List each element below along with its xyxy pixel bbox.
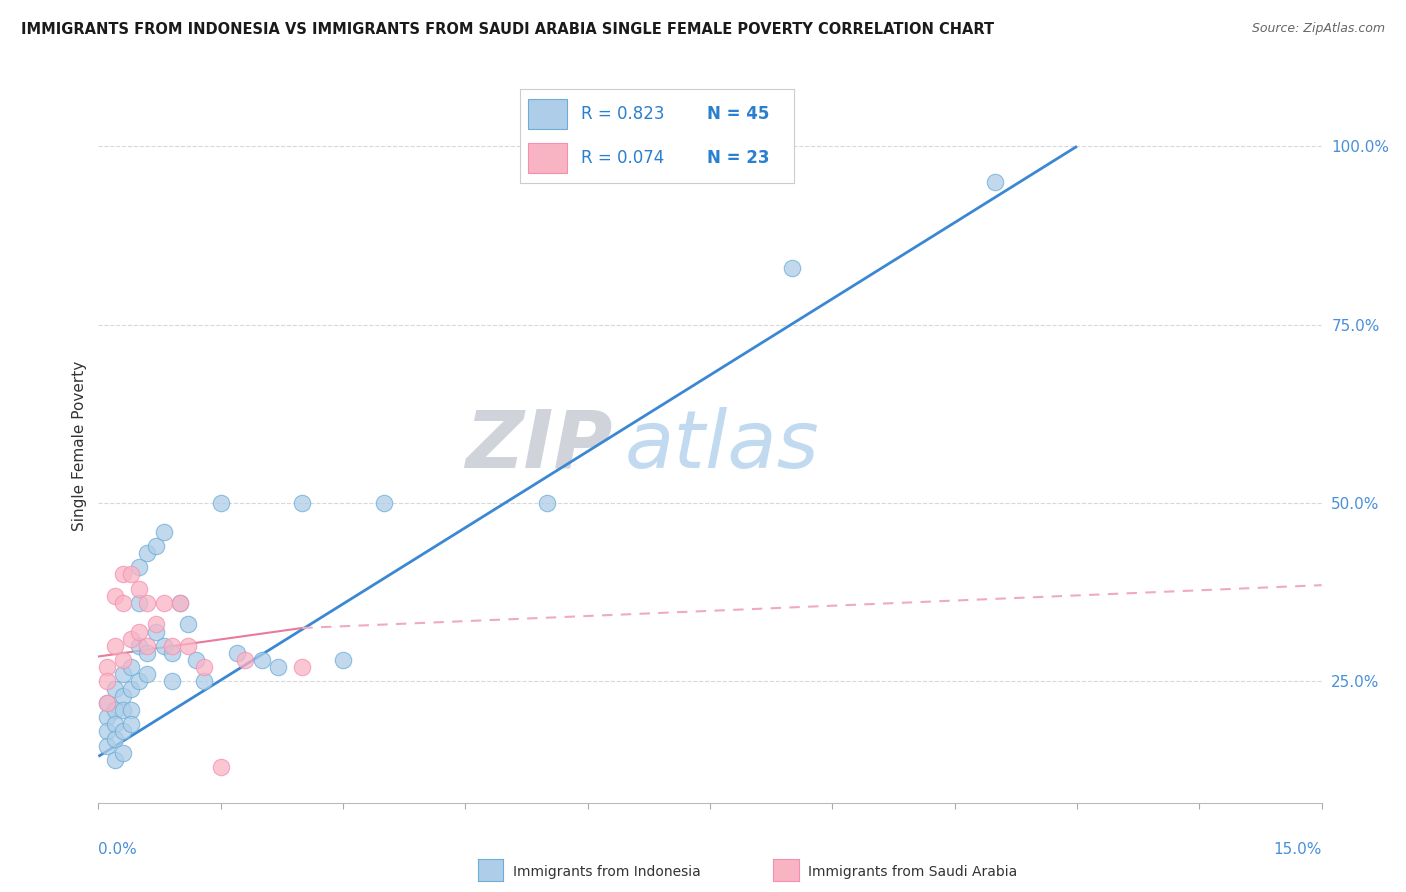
Text: atlas: atlas — [624, 407, 820, 485]
Text: 0.0%: 0.0% — [98, 842, 138, 857]
Point — [128, 674, 150, 689]
Point — [193, 674, 215, 689]
FancyBboxPatch shape — [529, 98, 567, 129]
Point — [136, 639, 159, 653]
Text: N = 45: N = 45 — [707, 105, 769, 123]
Point — [136, 596, 159, 610]
Point — [111, 653, 134, 667]
Point — [111, 724, 134, 739]
Point — [111, 689, 134, 703]
Point — [209, 496, 232, 510]
Point — [136, 667, 159, 681]
Text: N = 23: N = 23 — [707, 149, 769, 167]
Point — [96, 696, 118, 710]
Point — [120, 717, 142, 731]
Point — [111, 596, 134, 610]
Point — [169, 596, 191, 610]
Point — [152, 524, 174, 539]
Point — [128, 596, 150, 610]
Point — [104, 731, 127, 746]
Y-axis label: Single Female Poverty: Single Female Poverty — [72, 361, 87, 531]
Point — [291, 660, 314, 674]
Point — [128, 639, 150, 653]
Point — [291, 496, 314, 510]
Point — [104, 717, 127, 731]
Point — [128, 560, 150, 574]
Text: Immigrants from Indonesia: Immigrants from Indonesia — [513, 865, 702, 880]
Point — [145, 617, 167, 632]
Point — [233, 653, 256, 667]
Point — [177, 617, 200, 632]
Text: R = 0.823: R = 0.823 — [581, 105, 664, 123]
Point — [111, 746, 134, 760]
Point — [96, 710, 118, 724]
Point — [104, 703, 127, 717]
Point — [186, 653, 208, 667]
Text: IMMIGRANTS FROM INDONESIA VS IMMIGRANTS FROM SAUDI ARABIA SINGLE FEMALE POVERTY : IMMIGRANTS FROM INDONESIA VS IMMIGRANTS … — [21, 22, 994, 37]
Point — [145, 539, 167, 553]
Point — [373, 496, 395, 510]
Point — [984, 175, 1007, 189]
Point — [145, 624, 167, 639]
Point — [160, 674, 183, 689]
Point — [104, 639, 127, 653]
FancyBboxPatch shape — [529, 143, 567, 173]
Point — [128, 624, 150, 639]
Point — [226, 646, 249, 660]
Point — [536, 496, 558, 510]
Point — [136, 546, 159, 560]
Point — [120, 703, 142, 717]
Text: R = 0.074: R = 0.074 — [581, 149, 664, 167]
Point — [96, 724, 118, 739]
Point — [96, 660, 118, 674]
Point — [111, 703, 134, 717]
Point — [160, 646, 183, 660]
Point — [780, 260, 803, 275]
Point — [120, 681, 142, 696]
Point — [193, 660, 215, 674]
Point — [96, 674, 118, 689]
Point — [120, 660, 142, 674]
Point — [120, 632, 142, 646]
Text: 15.0%: 15.0% — [1274, 842, 1322, 857]
Point — [177, 639, 200, 653]
Text: Source: ZipAtlas.com: Source: ZipAtlas.com — [1251, 22, 1385, 36]
Point — [104, 753, 127, 767]
Point — [209, 760, 232, 774]
Point — [250, 653, 273, 667]
Point — [120, 567, 142, 582]
Point — [267, 660, 290, 674]
Point — [160, 639, 183, 653]
Point — [96, 739, 118, 753]
Point — [136, 646, 159, 660]
Point — [104, 681, 127, 696]
Point — [128, 582, 150, 596]
Point — [111, 667, 134, 681]
Point — [104, 589, 127, 603]
Point — [96, 696, 118, 710]
Point — [332, 653, 354, 667]
Point — [169, 596, 191, 610]
Point — [152, 596, 174, 610]
Point — [111, 567, 134, 582]
Text: Immigrants from Saudi Arabia: Immigrants from Saudi Arabia — [808, 865, 1018, 880]
Text: ZIP: ZIP — [465, 407, 612, 485]
Point — [152, 639, 174, 653]
